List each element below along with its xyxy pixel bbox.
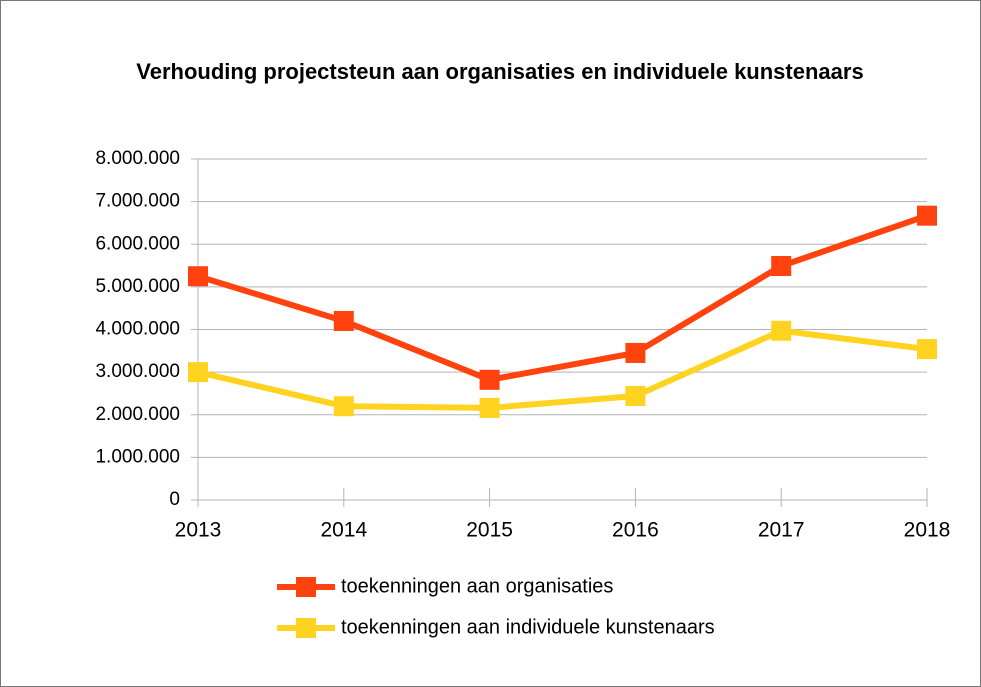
y-tick-label: 5.000.000 xyxy=(95,276,180,297)
series-marker xyxy=(188,362,208,383)
series-marker xyxy=(333,396,354,417)
y-tick-label: 8.000.000 xyxy=(95,148,180,169)
y-tick-label: 0 xyxy=(169,489,180,510)
x-tick-label: 2018 xyxy=(904,519,951,542)
x-tick-label: 2014 xyxy=(320,519,367,542)
legend-label: toekenningen aan individuele kunstenaars xyxy=(341,616,715,638)
x-tick-label: 2016 xyxy=(612,519,659,542)
series-marker xyxy=(188,266,208,287)
y-tick-label: 1.000.000 xyxy=(95,446,180,467)
y-tick-label: 2.000.000 xyxy=(95,404,180,425)
series-marker xyxy=(917,205,937,226)
y-tick-label: 4.000.000 xyxy=(95,319,180,340)
series-line xyxy=(197,327,928,411)
series-marker xyxy=(771,255,792,276)
legend-marker xyxy=(296,618,316,638)
series-marker xyxy=(625,385,646,406)
x-tick-label: 2015 xyxy=(466,519,513,542)
series-line xyxy=(197,212,928,383)
series-marker xyxy=(917,339,937,360)
y-tick-label: 6.000.000 xyxy=(95,233,180,254)
x-tick-label: 2017 xyxy=(758,519,805,542)
x-tick-label: 2013 xyxy=(175,519,222,542)
series-marker xyxy=(625,342,646,363)
series-marker xyxy=(771,320,792,341)
series-marker xyxy=(333,310,354,331)
series-marker xyxy=(479,397,500,418)
y-tick-label: 7.000.000 xyxy=(95,191,180,212)
series-marker xyxy=(479,369,500,390)
y-tick-label: 3.000.000 xyxy=(95,361,180,382)
legend-marker xyxy=(296,577,316,597)
chart-title: Verhouding projectsteun aan organisaties… xyxy=(136,59,863,84)
legend-label: toekenningen aan organisaties xyxy=(341,575,613,597)
